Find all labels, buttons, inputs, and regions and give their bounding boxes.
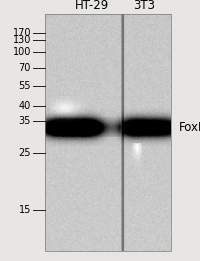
Text: 40: 40	[19, 101, 31, 111]
Text: HT-29: HT-29	[75, 0, 109, 12]
Text: 100: 100	[13, 47, 31, 57]
Text: 55: 55	[18, 81, 31, 91]
Text: 15: 15	[19, 205, 31, 215]
Text: 3T3: 3T3	[133, 0, 155, 12]
Text: 130: 130	[13, 35, 31, 45]
Text: 25: 25	[18, 148, 31, 158]
Text: 35: 35	[19, 116, 31, 126]
Text: FoxN2: FoxN2	[179, 121, 200, 134]
Text: 70: 70	[19, 63, 31, 73]
Bar	[45, 14, 171, 251]
Text: 170: 170	[12, 28, 31, 38]
